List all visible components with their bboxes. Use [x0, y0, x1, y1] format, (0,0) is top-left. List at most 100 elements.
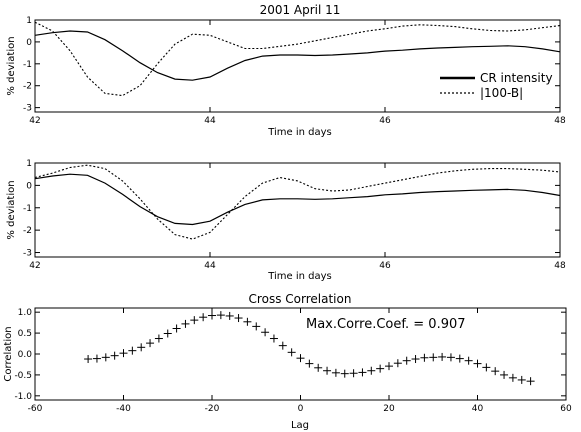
panel-top-xlabel: Time in days [267, 127, 332, 138]
correlation-point [101, 353, 110, 362]
bottom-xtick-label: 20 [383, 404, 395, 414]
correlation-point [190, 316, 199, 325]
bottom-xtick-label: 60 [560, 404, 572, 414]
correlation-point [137, 343, 146, 352]
correlation-point [429, 353, 438, 362]
middle-ytick-label: -1 [23, 204, 32, 214]
correlation-point [110, 351, 119, 360]
bottom-ytick-label: -0.5 [14, 371, 32, 381]
bottom-xtick-label: -20 [205, 404, 220, 414]
correlation-point [323, 366, 332, 375]
correlation-point [446, 353, 455, 362]
bottom-xtick-label: 40 [472, 404, 484, 414]
panel-bottom: Cross Correlation -60 -40 -20 0 20 40 60 1.0 0.5… [3, 292, 572, 431]
middle-ytick-label: -3 [23, 249, 32, 259]
correlation-point [402, 356, 411, 365]
middle-series-dotted [34, 164, 561, 240]
correlation-point [172, 324, 181, 333]
correlation-point [199, 313, 208, 322]
panel-middle-frame [34, 162, 561, 258]
correlation-point [269, 334, 278, 343]
correlation-point [349, 369, 358, 378]
panel-bottom-markers [84, 311, 535, 386]
correlation-point [92, 354, 101, 363]
correlation-point [305, 359, 314, 368]
bottom-ytick-label: 0.5 [18, 329, 32, 339]
panel-top-title: 2001 April 11 [260, 3, 341, 17]
top-xtick-label: 46 [379, 116, 391, 126]
top-ytick-label: -1 [23, 60, 32, 70]
panel-middle-axes: 42 44 46 48 1 0 -1 -2 -3 [23, 159, 566, 271]
correlation-point [411, 355, 420, 364]
top-series-dotted [34, 21, 561, 97]
middle-ytick-label: -2 [23, 226, 32, 236]
top-xtick-label: 42 [29, 116, 40, 126]
correlation-point [208, 311, 216, 320]
legend: CR intensity |100-B| [440, 71, 553, 100]
correlation-point [340, 369, 349, 378]
correlation-point [146, 339, 155, 348]
bottom-xtick-label: -40 [116, 404, 131, 414]
correlation-point [385, 362, 393, 371]
correlation-point [455, 354, 464, 363]
correlation-point [163, 329, 172, 338]
correlation-point [367, 366, 376, 375]
panel-bottom-axes: -60 -40 -20 0 20 40 60 1.0 0.5 0.0 -0.5 -1.0 [14, 308, 572, 414]
middle-xtick-label: 44 [204, 261, 216, 271]
correlation-point [278, 341, 287, 350]
top-xtick-label: 44 [204, 116, 216, 126]
panel-bottom-xlabel: Lag [291, 420, 309, 431]
correlation-point [216, 311, 225, 320]
correlation-point [261, 328, 270, 337]
correlation-point [491, 367, 500, 376]
panel-top-frame [34, 19, 561, 113]
top-ytick-label: 1 [26, 16, 32, 26]
correlation-point [376, 364, 385, 373]
panel-bottom-title: Cross Correlation [249, 292, 352, 306]
correlation-point [438, 352, 447, 361]
panel-middle: 42 44 46 48 1 0 -1 -2 -3 Time in days % deviatio… [6, 159, 566, 282]
top-xtick-label: 48 [554, 116, 566, 126]
panel-middle-xlabel: Time in days [267, 271, 332, 282]
bottom-ytick-label: -1.0 [14, 392, 32, 402]
correlation-point [393, 359, 402, 368]
middle-ytick-label: 1 [26, 159, 32, 169]
correlation-point [84, 355, 93, 364]
bottom-xtick-label: -60 [28, 404, 43, 414]
correlation-point [296, 354, 305, 363]
middle-xtick-label: 46 [379, 261, 391, 271]
correlation-point [287, 348, 296, 357]
bottom-ytick-label: 1.0 [18, 308, 33, 318]
top-ytick-label: 0 [26, 38, 32, 48]
legend-dotted-label: |100-B| [480, 86, 523, 100]
panel-middle-ylabel: % deviation [6, 180, 17, 239]
bottom-xtick-label: 0 [298, 404, 304, 414]
correlation-point [517, 375, 526, 384]
correlation-point [420, 353, 429, 362]
correlation-point [128, 346, 137, 355]
panel-top-lines [34, 21, 561, 97]
top-series-solid [34, 30, 561, 81]
correlation-point [154, 334, 163, 343]
correlation-point [473, 359, 482, 368]
panel-top-ylabel: % deviation [6, 36, 17, 95]
correlation-point [464, 356, 473, 365]
correlation-point [526, 377, 535, 386]
top-ytick-label: -3 [23, 104, 32, 114]
middle-xtick-label: 48 [554, 261, 566, 271]
middle-ytick-label: 0 [26, 181, 32, 191]
correlation-point [243, 317, 252, 326]
correlation-point [331, 368, 340, 377]
panel-middle-lines [34, 164, 561, 240]
correlation-point [500, 370, 509, 379]
correlation-point [482, 363, 491, 372]
correlation-point [119, 349, 128, 358]
correlation-point [508, 373, 517, 382]
correlation-point [181, 319, 190, 328]
middle-series-solid [34, 173, 561, 226]
top-ytick-label: -2 [23, 82, 32, 92]
correlation-point [225, 311, 234, 320]
panel-top-axes: 42 44 46 48 1 0 -1 -2 -3 [23, 16, 566, 126]
bottom-ytick-label: 0.0 [18, 350, 33, 360]
